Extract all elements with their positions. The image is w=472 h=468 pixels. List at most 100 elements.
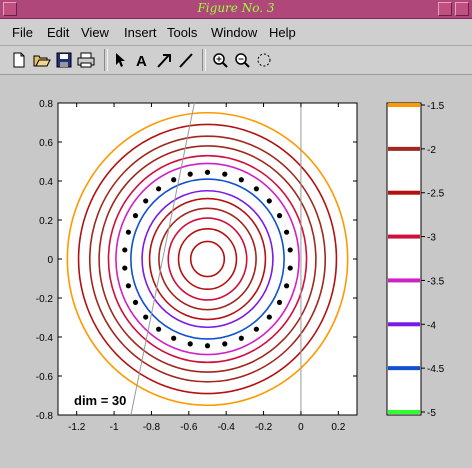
x-tick-label: 0 [298,422,304,433]
colorbar-swatch [388,103,420,107]
eigenvalue-point [204,169,211,175]
colorbar-swatch [388,278,420,283]
y-tick-label: -0.6 [36,372,54,383]
open-icon[interactable] [32,50,52,70]
x-axis: -1.2 -1 -0.8 -0.6 -0.4 -0.2 0 0.2 [68,103,346,433]
eigenvalue-point [283,229,290,235]
eigenvalue-point [253,186,259,192]
print-icon[interactable] [76,50,96,70]
eigenvalue-point [238,177,244,183]
menu-file[interactable]: File [12,25,33,40]
eigenvalue-point [204,343,211,349]
contour-line [141,189,274,329]
contour-line [177,227,238,291]
contour-line [115,162,300,356]
line-icon[interactable] [176,50,196,70]
minimize-button[interactable] [438,2,452,16]
eigenvalue-point [187,341,193,347]
eigenvalue-point [222,171,228,177]
colorbar-label: -5 [427,408,436,419]
window-titlebar: Figure No. 3 [0,0,472,19]
plot-canvas: -1.2 -1 -0.8 -0.6 -0.4 -0.2 0 0.2 0.80.60.40.20… [36,99,445,433]
dim-annotation: dim = 30 [74,393,126,408]
contour-line [167,217,248,301]
maximize-button[interactable] [455,2,469,16]
rotate-icon[interactable] [254,50,274,70]
colorbar: -1.5 -2 -2.5 -3 -3.5 -4 -4.5 -5 [388,101,445,419]
window-menu-button[interactable] [3,2,17,16]
y-tick-label: 0.2 [39,216,53,227]
contour-line [88,135,327,383]
zoom-in-icon[interactable] [210,50,230,70]
eigenvalue-point [132,213,139,219]
x-tick-label: -0.2 [255,422,273,433]
eigenvalue-point [283,283,290,289]
menu-insert[interactable]: Insert [124,25,157,40]
menu-window[interactable]: Window [211,25,258,40]
contour-layer [66,111,349,407]
boundary-line [130,102,195,416]
eigenvalue-point [122,265,128,271]
colorbar-label: -2.5 [427,189,445,200]
eigenvalue-point [222,341,228,347]
colorbar-box [386,102,422,416]
y-tick-label: 0.4 [39,177,53,188]
arrow-icon[interactable] [154,50,174,70]
contour-line [77,123,338,395]
colorbar-label: -4.5 [427,364,445,375]
pointer-icon[interactable] [110,50,130,70]
x-tick-label: 0.2 [331,422,345,433]
y-tick-label: -0.4 [36,333,54,344]
axes-box [57,102,358,416]
eigenvalue-point [171,177,177,183]
menu-bar: File Edit View Insert Tools Window Help [0,19,472,46]
y-tick-label: 0.8 [39,99,53,110]
colorbar-label: -3.5 [427,276,445,287]
y-tick-label: 0.6 [39,138,53,149]
toolbar-separator [202,49,206,71]
eigenvalue-point [287,265,293,271]
eigenvalue-point [122,247,128,253]
contour-line [130,178,285,340]
eigenvalue-point [125,229,132,235]
y-axis: 0.8 0.6 0.4 0.2 0 -0.2 -0.4 -0.6 -0.8 [36,99,357,422]
eigenvalue-point [266,314,272,320]
menu-help[interactable]: Help [269,25,296,40]
y-tick-label: 0 [47,255,53,266]
eigenvalue-point [156,186,162,192]
contour-line [189,240,226,278]
save-icon[interactable] [54,50,74,70]
colorbar-swatch [388,322,420,327]
eigenvalue-point [276,299,283,305]
eigenvalue-point [143,198,149,204]
eigenvalue-point [125,283,132,289]
x-tick-label: -1.2 [68,422,86,433]
colorbar-swatch [388,146,420,151]
colorbar-swatch [388,234,420,239]
eigenvalue-point [171,335,177,341]
new-icon[interactable] [9,50,29,70]
zoom-out-icon[interactable] [232,50,252,70]
colorbar-swatch [388,410,420,414]
toolbar: A [0,46,472,75]
colorbar-swatch [388,366,420,371]
text-icon[interactable]: A [132,50,152,70]
toolbar-separator [104,49,108,71]
eigenvalue-markers [122,169,293,349]
figure-area: -1.2 -1 -0.8 -0.6 -0.4 -0.2 0 0.2 0.8 0.6 0.4 0.2 0… [0,75,472,464]
eigenvalue-point [276,213,283,219]
contour-line [148,197,267,321]
boundary-lines [130,102,302,416]
menu-tools[interactable]: Tools [167,25,198,40]
colorbar-label: -4 [427,320,436,331]
y-tick-label: -0.8 [36,411,54,422]
x-tick-label: -0.6 [180,422,198,433]
eigenvalue-point [187,171,193,177]
menu-edit[interactable]: Edit [47,25,70,40]
menu-view[interactable]: View [81,25,109,40]
eigenvalue-point [287,247,293,253]
contour-line [107,154,308,364]
contour-line [66,111,349,407]
colorbar-label: -2 [427,145,436,156]
eigenvalue-point [266,198,272,204]
